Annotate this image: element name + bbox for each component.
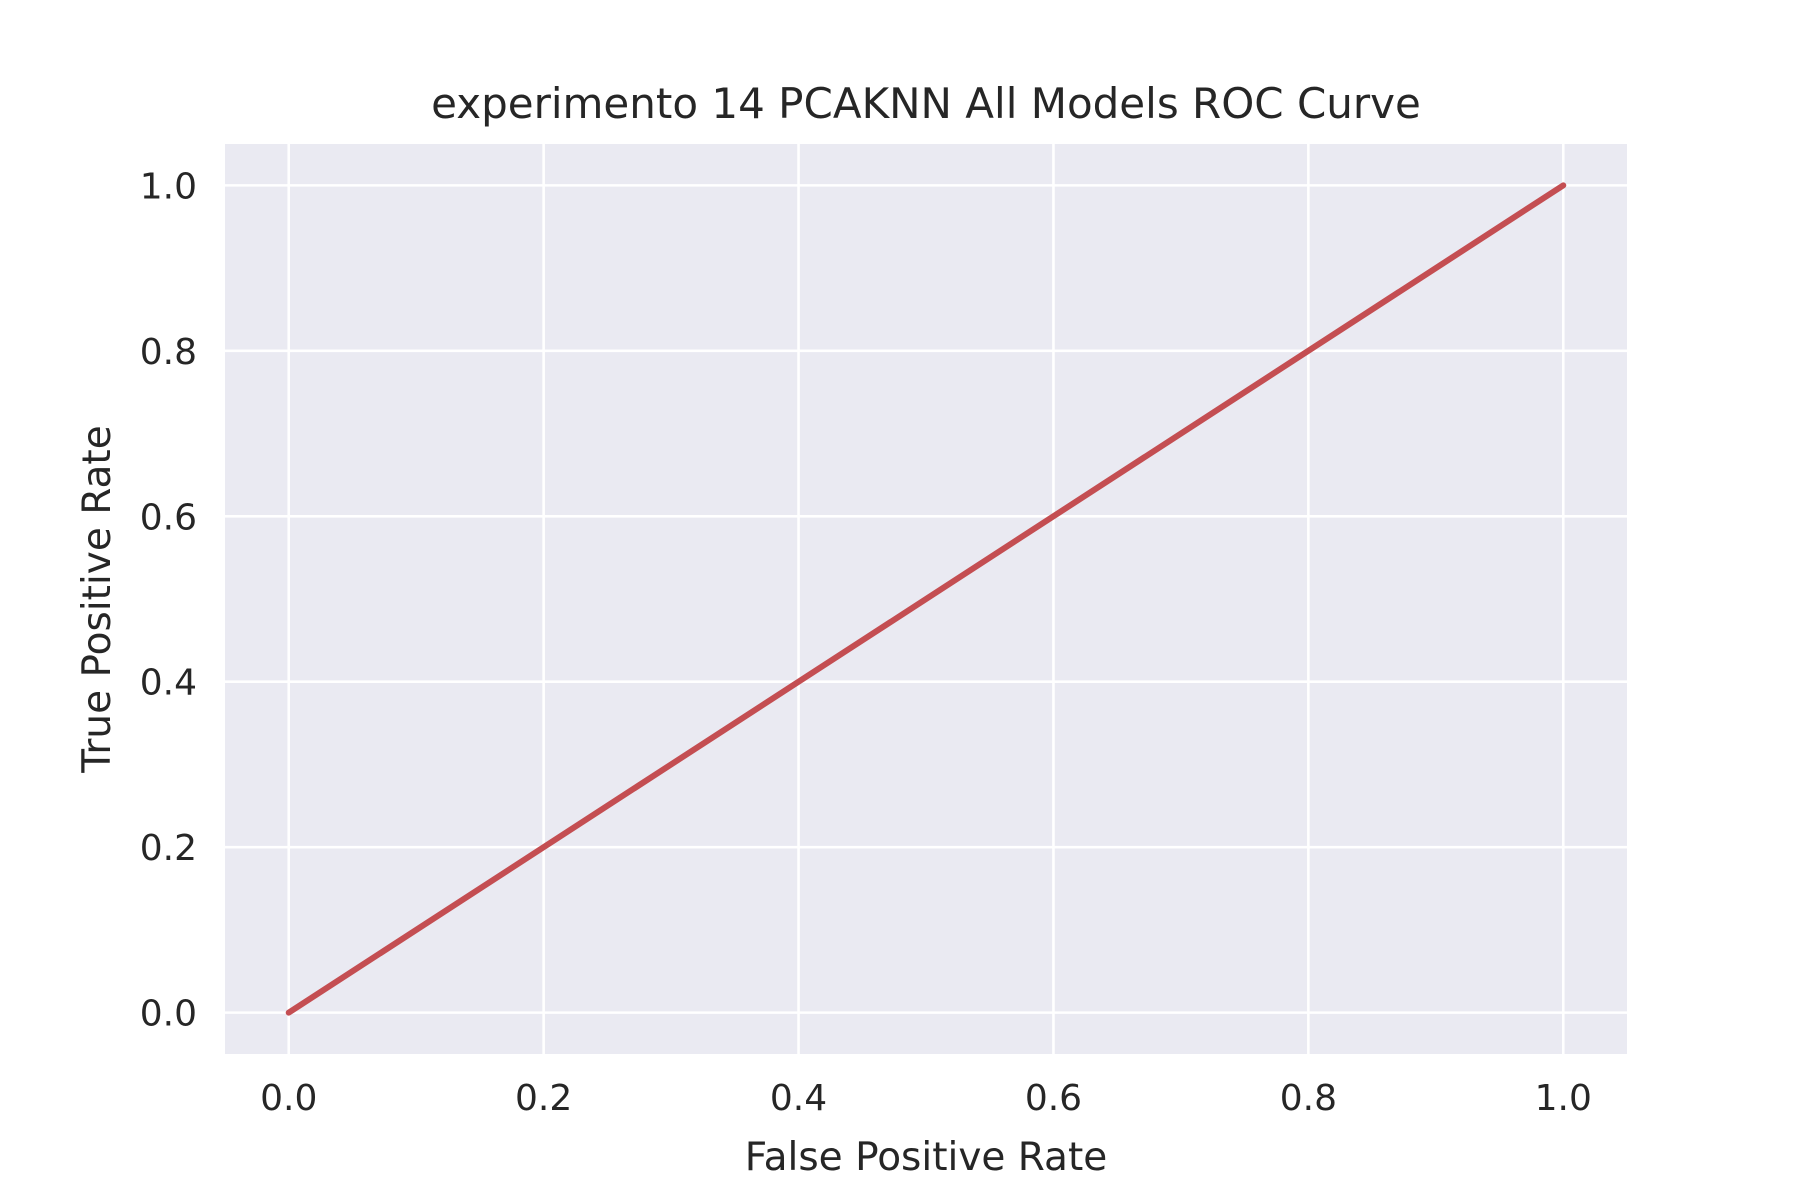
y-tick-labels: 0.0 0.2 0.4 0.6 0.8 1.0 (140, 166, 197, 1034)
y-tick-label: 0.6 (140, 497, 197, 538)
y-tick-label: 0.4 (140, 663, 197, 704)
x-tick-label: 0.2 (515, 1078, 572, 1119)
x-tick-label: 0.8 (1280, 1078, 1337, 1119)
chart-title: experimento 14 PCAKNN All Models ROC Cur… (431, 79, 1421, 128)
roc-curve-line (285, 182, 1567, 1016)
x-axis-label: False Positive Rate (745, 1135, 1107, 1180)
x-tick-label: 1.0 (1535, 1078, 1592, 1119)
y-axis-label: True Positive Rate (75, 425, 120, 773)
y-tick-label: 0.8 (140, 332, 197, 373)
series-layer (285, 182, 1567, 1016)
x-tick-label: 0.4 (770, 1078, 827, 1119)
x-tick-label: 0.6 (1025, 1078, 1082, 1119)
x-gridlines (287, 144, 1565, 1054)
x-tick-labels: 0.0 0.2 0.4 0.6 0.8 1.0 (260, 1078, 1592, 1119)
y-tick-label: 0.0 (140, 994, 197, 1035)
y-tick-label: 1.0 (140, 166, 197, 207)
y-gridlines (225, 184, 1627, 1014)
y-tick-label: 0.2 (140, 828, 197, 869)
x-tick-label: 0.0 (260, 1078, 317, 1119)
